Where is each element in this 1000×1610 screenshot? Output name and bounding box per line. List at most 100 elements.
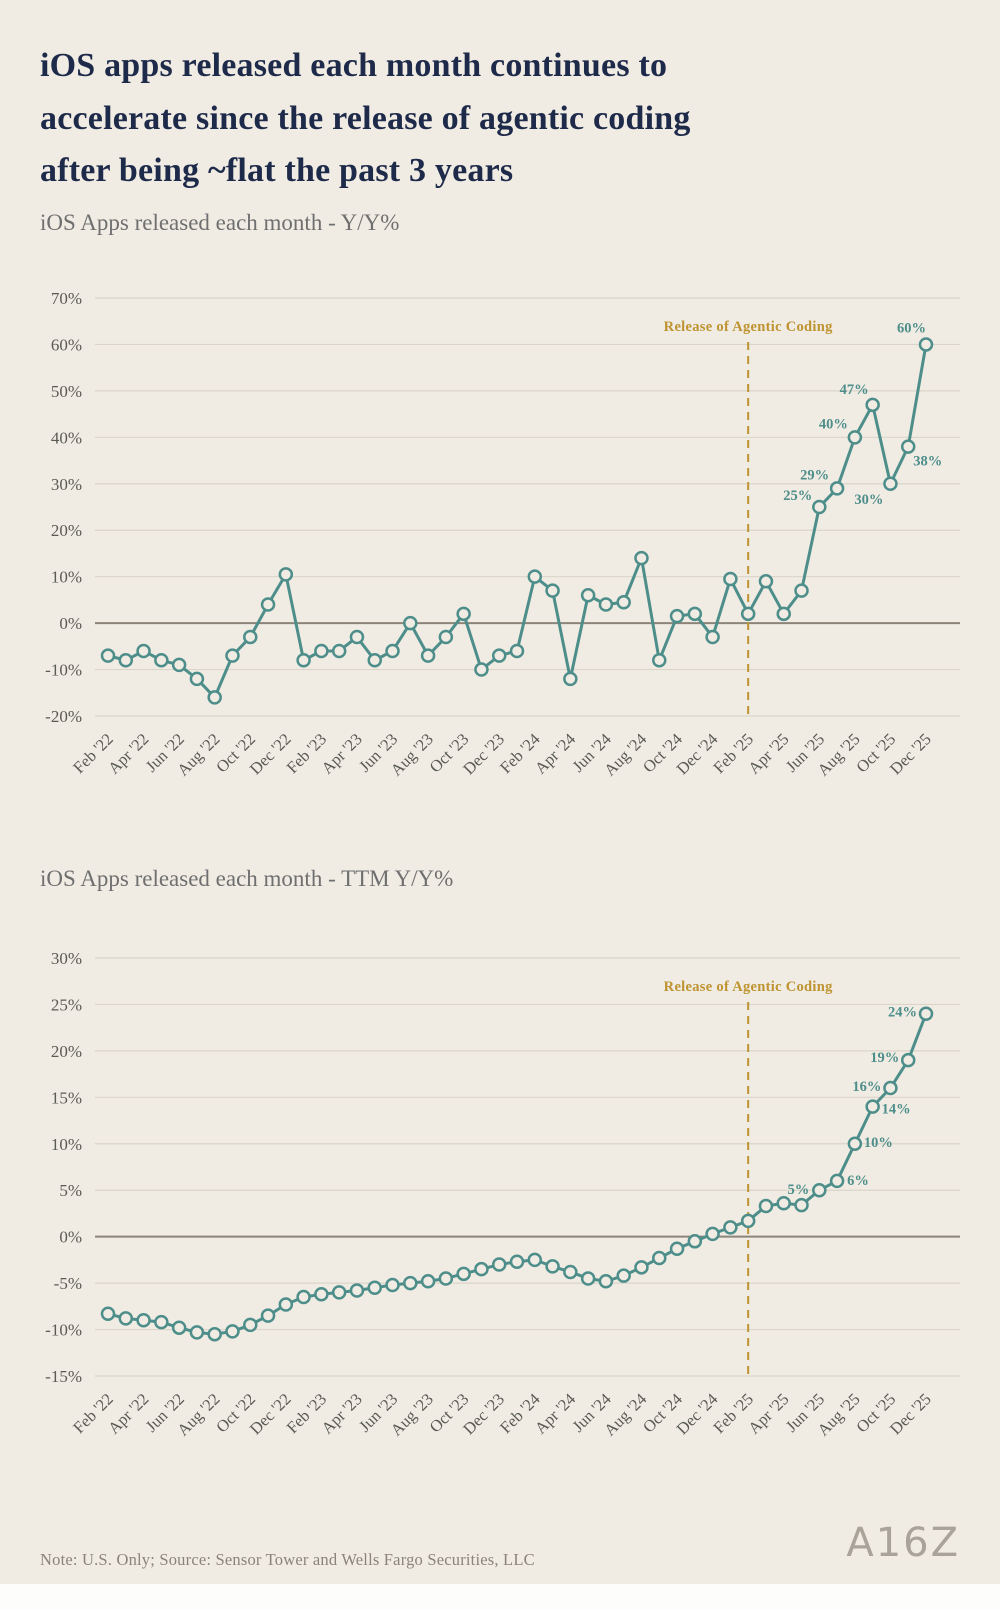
x-tick-label: Apr '24 [531,729,579,777]
data-point-marker [349,1283,365,1298]
data-point-marker [474,1261,489,1277]
data-point-marker [296,653,311,668]
y-tick-label: 20% [51,521,82,540]
x-tick-label: Dec '25 [886,1389,935,1438]
data-point-marker [545,583,560,598]
x-tick-label: Apr '22 [104,1389,152,1437]
data-point-marker [385,643,400,659]
data-point-marker [563,671,578,687]
data-point-marker [278,1297,294,1312]
point-label: 16% [852,1079,881,1095]
data-point-marker [794,583,809,598]
data-point-marker [438,629,454,645]
y-tick-label: 30% [51,475,82,494]
data-point-marker [154,653,169,668]
data-point-marker [474,662,489,677]
data-point-marker [900,1052,916,1068]
y-tick-label: 10% [51,1135,82,1154]
chart2-canvas: 30%25%20%15%10%5%0%-5%-10%-15%Feb '22Apr… [45,949,960,1440]
data-point-marker [918,1006,934,1021]
data-point-marker [740,606,756,622]
y-tick-label: 70% [51,289,82,308]
data-point-marker [812,1182,827,1198]
footer-band [0,1584,1000,1610]
data-point-marker [438,1271,454,1286]
data-point-marker [118,653,134,668]
data-point-marker [723,571,738,587]
y-tick-label: 60% [51,335,82,354]
y-tick-label: 50% [51,382,82,401]
y-tick-label: 0% [59,1228,82,1247]
data-point-marker [243,1317,258,1333]
data-point-marker [918,337,934,352]
x-tick-label: Apr '23 [318,1389,366,1437]
data-point-marker [865,397,880,413]
data-point-marker [634,1260,649,1275]
data-point-marker [580,587,596,603]
data-point-marker [687,1234,703,1249]
data-point-marker [900,439,916,454]
data-point-marker [776,606,791,622]
data-point-marker [563,1264,578,1280]
data-point-marker [331,643,347,659]
page-title-line-2: accelerate since the release of agentic … [40,99,691,137]
data-point-marker [634,550,649,566]
data-point-marker [154,1314,169,1330]
data-point-marker [740,1213,756,1229]
data-point-marker [403,1275,418,1291]
data-point-marker [136,643,151,659]
point-label: 25% [783,488,812,504]
data-point-marker [243,629,258,645]
point-label: 30% [854,492,883,508]
data-point-marker [812,499,827,515]
x-tick-label: Dec '22 [246,1389,295,1438]
y-tick-label: 20% [51,1042,82,1061]
data-point-marker [420,648,436,663]
data-point-marker [669,1241,685,1256]
x-tick-label: Dec '25 [886,729,935,778]
data-point-marker [314,643,329,659]
data-point-marker [456,606,471,622]
point-label: 38% [913,454,942,470]
data-point-marker [207,690,222,705]
data-point-marker [118,1311,134,1326]
point-label: 19% [870,1050,899,1066]
data-point-marker [758,1198,774,1214]
data-point-marker [100,648,116,663]
point-label: 24% [888,1005,917,1021]
data-point-marker [829,1173,845,1189]
data-point-marker [349,629,365,645]
data-point-marker [794,1197,809,1213]
data-point-marker [847,1136,863,1152]
chart1-canvas: 70%60%50%40%30%20%10%0%-10%-20%Feb '22Ap… [45,289,960,780]
y-tick-label: -10% [45,661,82,680]
data-point-marker [509,643,525,659]
chart2-subtitle: iOS Apps released each month - TTM Y/Y% [40,866,454,891]
data-point-marker [491,1257,507,1272]
point-label: 29% [800,467,829,483]
data-point-marker [687,606,703,622]
y-tick-label: 5% [59,1181,82,1200]
data-point-marker [260,597,276,612]
series-line [106,1012,928,1336]
data-point-marker [314,1287,329,1302]
data-point-marker [545,1259,560,1274]
point-label: 47% [840,382,869,398]
y-tick-label: 25% [51,995,82,1014]
data-point-marker [491,648,507,663]
data-point-marker [527,569,543,584]
data-point-marker [189,671,205,687]
data-point-marker [456,1266,471,1282]
x-tick-label: Dec '23 [459,1389,508,1438]
a16z-logo: A16Z [846,1520,960,1566]
page-title: iOS apps released each month continues t… [40,40,960,198]
x-tick-label: Dec '24 [673,729,722,778]
agentic-coding-annotation-label: Release of Agentic Coding [664,319,833,335]
source-note: Note: U.S. Only; Source: Sensor Tower an… [40,1550,535,1569]
x-tick-label: Dec '24 [673,1389,722,1438]
data-point-marker [136,1313,151,1328]
x-tick-label: Dec '23 [459,729,508,778]
data-point-marker [225,1324,240,1339]
data-point-marker [616,1268,631,1283]
point-label: 60% [897,320,926,336]
